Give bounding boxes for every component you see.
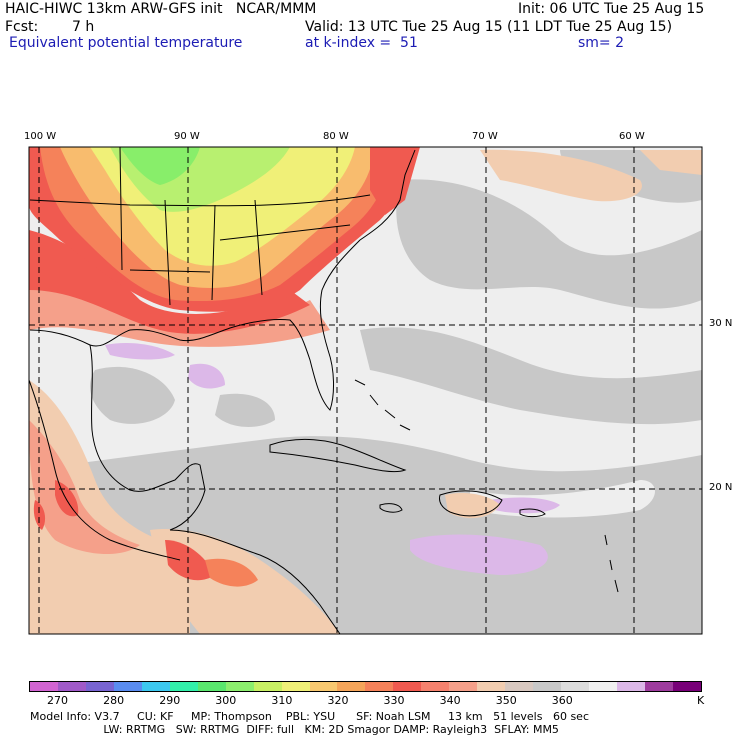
smoothing: sm= 2 (578, 35, 625, 51)
bahamas-1 (354, 379, 411, 431)
mexico-pacific-coast (29, 379, 181, 561)
lon-label-100w: 100 W (24, 131, 57, 142)
gulf-gray-patch (90, 366, 175, 424)
gulf-gray-patch-2 (215, 393, 275, 427)
atlantic-gray-band-2 (360, 327, 702, 425)
cuba (269, 438, 407, 473)
atlantic-peach-patch (480, 149, 642, 202)
lon-label-60w: 60 W (619, 131, 645, 142)
colorbar-swatch (253, 682, 282, 691)
us-gulf-coast (29, 149, 416, 411)
colorbar-swatch (169, 682, 198, 691)
valid-time: Valid: 13 UTC Tue 25 Aug 15 (11 LDT Tue … (305, 19, 673, 35)
atlantic-peach-ne (640, 150, 702, 175)
plot-title: HAIC-HIWC 13km ARW-GFS init NCAR/MMM (5, 1, 317, 17)
colorbar-swatch (57, 682, 86, 691)
mexico-red-2 (33, 500, 46, 530)
model-info-line-2: LW: RRTMG SW: RRTMG DIFF: full KM: 2D Sm… (30, 723, 559, 736)
colorbar-swatch (505, 682, 534, 691)
lon-label-90w: 90 W (174, 131, 200, 142)
colorbar-swatch (337, 682, 366, 691)
colorbar-swatch (449, 682, 478, 691)
texas-gulf-red (29, 230, 310, 334)
lavender-caribbean-1 (410, 534, 548, 575)
map-frame (28, 146, 703, 635)
colorbar-tick-label: 340 (439, 694, 461, 707)
vertical-level: at k-index = 51 (305, 35, 418, 51)
colorbar-swatch (421, 682, 450, 691)
colorbar-swatch (533, 682, 562, 691)
colorbar-swatch (225, 682, 254, 691)
colorbar-tick-label: 290 (159, 694, 181, 707)
mexico-peach (29, 380, 190, 634)
colorbar-tick-label: 320 (327, 694, 349, 707)
colorbar-swatch (309, 682, 338, 691)
lavender-gulf-1 (105, 343, 175, 360)
colorbar-unit: K (697, 694, 705, 707)
lat-label-20n: 20 N (709, 482, 733, 493)
us-state-borders (29, 147, 371, 306)
us-green (120, 147, 200, 185)
hispaniola (439, 490, 503, 517)
colorbar-swatch (589, 682, 618, 691)
colorbar-tick-label: 280 (103, 694, 125, 707)
colorbar-swatch (672, 682, 701, 691)
colorbar-swatch (85, 682, 114, 691)
forecast-hour: 7 h (72, 19, 95, 35)
lon-label-80w: 80 W (323, 131, 349, 142)
lesser-antilles (604, 534, 619, 593)
colorbar-tick-label: 310 (271, 694, 293, 707)
colorbar-swatch (393, 682, 422, 691)
colorbar-swatch (561, 682, 590, 691)
colorbar-swatch (617, 682, 645, 691)
colorbar-tick-label: 350 (495, 694, 517, 707)
lat-label-30n: 30 N (709, 318, 733, 329)
central-america-red-2 (205, 558, 258, 587)
central-america-red (165, 540, 215, 581)
colorbar-swatch (281, 682, 310, 691)
coastlines (29, 147, 619, 634)
lavender-gulf-2 (188, 363, 225, 389)
colorbar-swatch (365, 682, 394, 691)
init-time: Init: 06 UTC Tue 25 Aug 15 (518, 1, 705, 17)
colorbar-swatch (644, 682, 673, 691)
model-info-line-1: Model Info: V3.7 CU: KF MP: Thompson PBL… (30, 710, 590, 723)
colorbar-tick-label: 270 (47, 694, 69, 707)
mexico-coast (89, 344, 206, 531)
colorbar-swatch (197, 682, 226, 691)
colorbar-tick-label: 330 (383, 694, 405, 707)
jamaica (379, 503, 403, 513)
northeast-red (370, 147, 420, 215)
forecast-label: Fcst: (5, 19, 39, 35)
lavender-caribbean-2 (490, 497, 560, 514)
atlantic-gray-band-1 (396, 179, 702, 309)
lon-label-70w: 70 W (472, 131, 498, 142)
colorbar-tick-label: 360 (551, 694, 573, 707)
central-america-coast (169, 529, 341, 634)
graticule (29, 147, 702, 634)
colorbar-swatch (141, 682, 170, 691)
colorbar (29, 681, 702, 692)
mexico-salmon (29, 420, 140, 555)
colorbar-tick-label: 300 (215, 694, 237, 707)
colorbar-swatch (30, 682, 58, 691)
field-name: Equivalent potential temperature (9, 35, 243, 51)
colorbar-swatch (477, 682, 506, 691)
puerto-rico (519, 508, 546, 518)
colorbar-swatch (113, 682, 142, 691)
